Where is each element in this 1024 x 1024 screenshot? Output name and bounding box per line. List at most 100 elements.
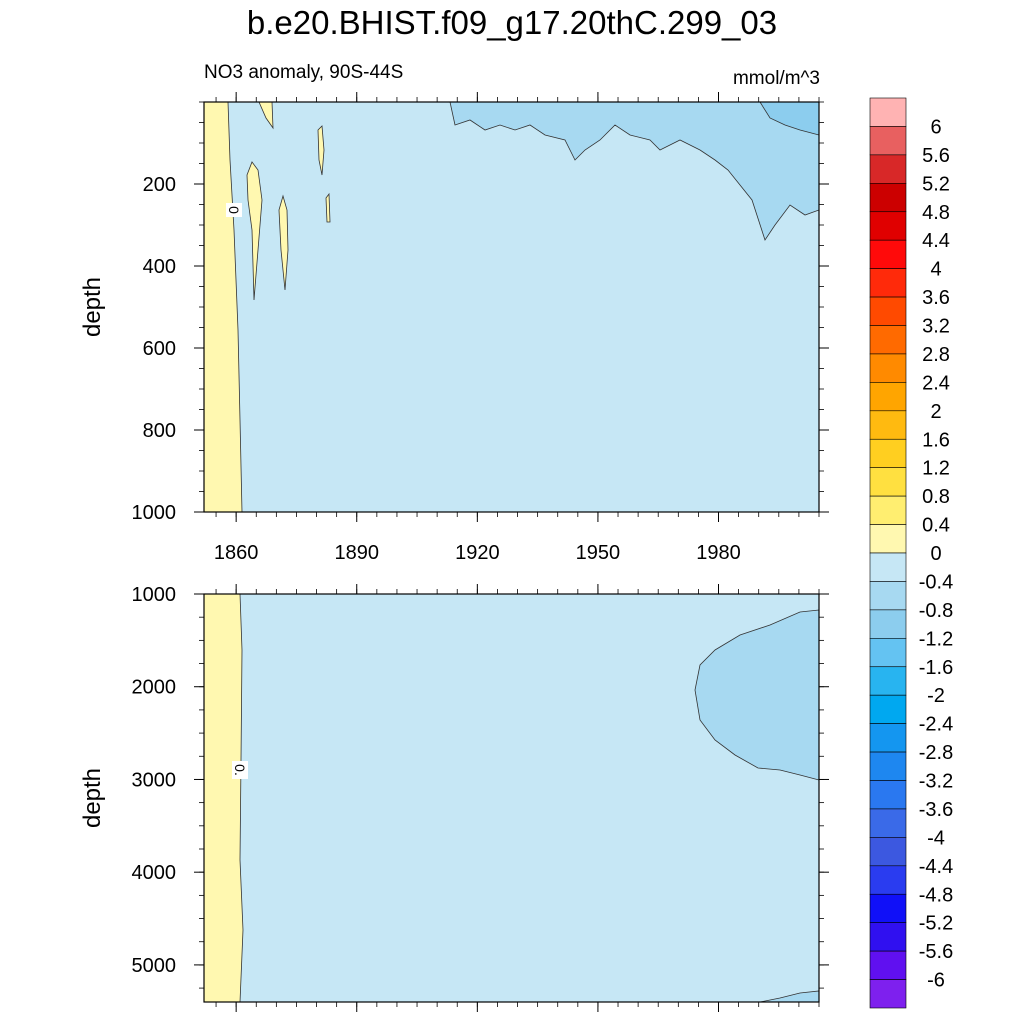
colorbar-label: 3.6	[922, 287, 950, 309]
colorbar-swatch	[869, 751, 907, 781]
bottom-ytick-label: 5000	[132, 955, 177, 977]
colorbar-label: -3.6	[919, 799, 953, 821]
top-positive-patch	[325, 192, 331, 223]
colorbar-label: -0.8	[919, 600, 953, 622]
colorbar-swatch	[869, 296, 907, 326]
top-positive-patch	[317, 125, 325, 176]
colorbar-label: 2.8	[922, 344, 950, 366]
top-positive-patch	[278, 194, 289, 291]
colorbar-swatch	[869, 467, 907, 497]
bottom-ytick-label: 2000	[132, 677, 177, 699]
top-background	[204, 102, 819, 512]
colorbar-label: 1.2	[922, 458, 950, 480]
bottom-contour-label-bg	[232, 761, 248, 779]
colorbar-label: -4	[927, 827, 945, 849]
top-xtick-label: 1920	[455, 542, 500, 564]
bottom-panel: 0. 1000 2000 3000 4000 5000 depth	[79, 584, 829, 1012]
bottom-ylabel: depth	[79, 768, 106, 828]
colorbar-label: -4.8	[919, 884, 953, 906]
colorbar-swatch	[869, 126, 907, 156]
colorbar-label: -1.2	[919, 628, 953, 650]
colorbar-swatch	[869, 950, 907, 980]
colorbar-label: 0	[930, 543, 941, 565]
colorbar-label: -2.8	[919, 742, 953, 764]
bottom-ytick-label: 3000	[132, 769, 177, 791]
colorbar-swatch	[869, 922, 907, 952]
bottom-negative-region	[694, 609, 820, 781]
colorbar-swatch	[869, 865, 907, 895]
top-ytick-label: 1000	[132, 502, 177, 524]
colorbar-label: -5.2	[919, 913, 953, 935]
colorbar-label: -5.6	[919, 941, 953, 963]
top-contour-label-text: 0	[226, 206, 242, 214]
top-xtick-label: 1860	[214, 542, 259, 564]
colorbar-swatch	[869, 609, 907, 639]
colorbar-label: -2.4	[919, 714, 953, 736]
panel-subtitle: NO3 anomaly, 90S-44S	[204, 62, 404, 83]
top-panel: 0 200 400 600 800 1000 1860 1890 1920 1950 1980 dep…	[79, 92, 829, 564]
colorbar-label: -4.4	[919, 856, 953, 878]
top-contour-label: 0	[226, 203, 242, 217]
colorbar-label: 0.4	[922, 515, 950, 537]
colorbar-swatch	[869, 239, 907, 269]
colorbar-swatch	[869, 438, 907, 468]
colorbar-label: 2.4	[922, 372, 950, 394]
colorbar-swatch	[869, 808, 907, 838]
bottom-contour-label: 0.	[232, 761, 248, 779]
colorbar-label: -2	[927, 685, 945, 707]
colorbar-label: -6	[927, 970, 945, 992]
units-label: mmol/m^3	[732, 68, 820, 89]
colorbar-label: 5.6	[922, 145, 950, 167]
colorbar-swatch	[869, 723, 907, 753]
top-xtick-label: 1950	[576, 542, 621, 564]
colorbar-swatch	[869, 382, 907, 412]
colorbar-label: 5.2	[922, 173, 950, 195]
colorbar-swatch	[869, 353, 907, 383]
bottom-contour-label-text: 0.	[232, 764, 248, 776]
colorbar-label: 4.8	[922, 202, 950, 224]
colorbar-label: -0.4	[919, 571, 953, 593]
colorbar-label: 2	[930, 401, 941, 423]
top-ylabel: depth	[79, 277, 106, 337]
colorbar-label: 3.2	[922, 316, 950, 338]
top-ytick-label: 200	[143, 174, 176, 196]
figure-title: b.e20.BHIST.f09_g17.20thC.299_03	[246, 4, 778, 41]
bottom-positive-band	[203, 593, 244, 1003]
colorbar-swatch	[869, 694, 907, 724]
top-contour-label-bg	[226, 203, 242, 217]
bottom-frame	[203, 593, 820, 1003]
top-xtick-label: 1980	[696, 542, 741, 564]
colorbar-swatch	[869, 524, 907, 554]
colorbar-label: 6	[930, 116, 941, 138]
top-negative-region	[449, 101, 820, 241]
colorbar-swatch	[869, 666, 907, 696]
top-xtick-label: 1890	[334, 542, 379, 564]
colorbar-swatch	[869, 552, 907, 582]
colorbar-label: 0.8	[922, 486, 950, 508]
colorbar-swatch	[869, 837, 907, 867]
colorbar-swatch	[869, 154, 907, 184]
top-positive-patch	[246, 161, 263, 301]
colorbar-label: -3.2	[919, 771, 953, 793]
colorbar-label: 4.4	[922, 230, 950, 252]
colorbar-swatch	[869, 638, 907, 668]
colorbar-swatch	[869, 780, 907, 810]
colorbar-swatch	[869, 183, 907, 213]
top-ytick-label: 600	[143, 338, 176, 360]
colorbar-swatch	[869, 581, 907, 611]
colorbar-label: 1.6	[922, 429, 950, 451]
colorbar-swatch	[869, 410, 907, 440]
top-ytick-label: 800	[143, 420, 176, 442]
colorbar-label: 4	[930, 259, 941, 281]
colorbar-swatch	[869, 979, 907, 1009]
colorbar-swatch	[869, 325, 907, 355]
colorbar: 6 5.6 5.2 4.8 4.4 4 3.6 3.2 2.8 2.4 2 1.6 1.2 0.8 0.4 0…	[869, 97, 953, 1009]
colorbar-swatch	[869, 495, 907, 525]
colorbar-swatch	[869, 211, 907, 241]
colorbar-swatch	[869, 893, 907, 923]
colorbar-label: -1.6	[919, 657, 953, 679]
colorbar-swatch	[869, 268, 907, 298]
top-ytick-label: 400	[143, 256, 176, 278]
